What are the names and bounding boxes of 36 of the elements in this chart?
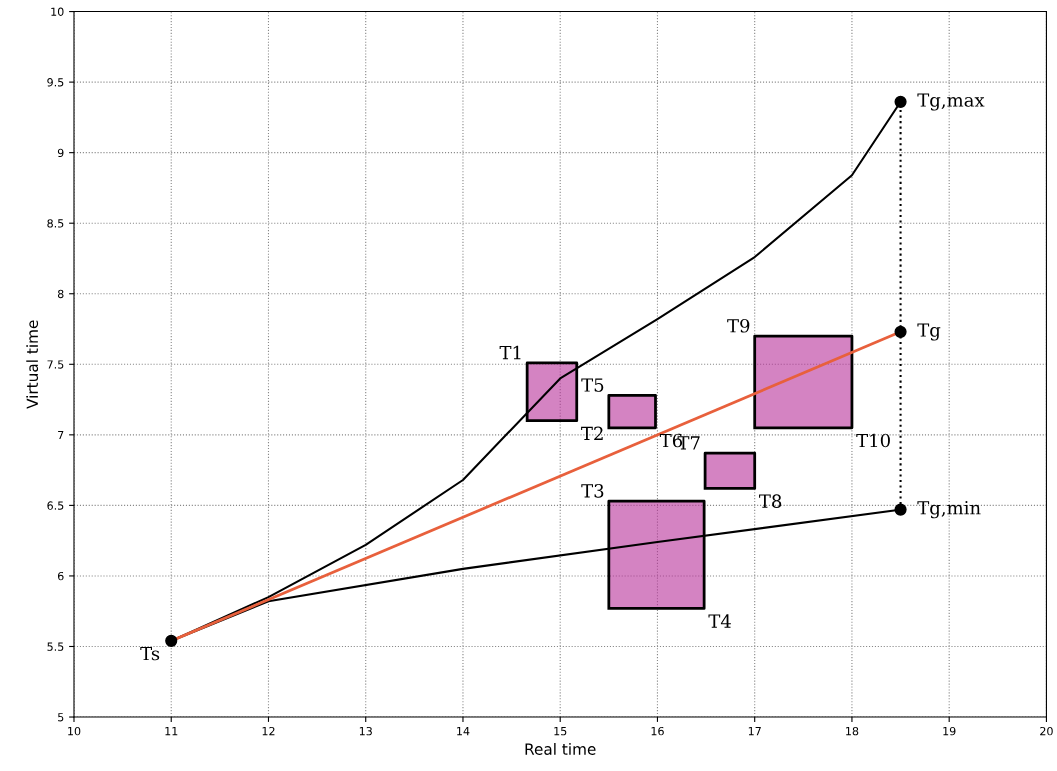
x-tick-label: 20	[1040, 726, 1053, 736]
x-tick-label: 13	[359, 726, 372, 736]
annotation: T9	[727, 318, 750, 333]
annotation: Ts	[140, 646, 160, 661]
y-tick-label: 9.5	[47, 78, 64, 87]
x-tick-label: 18	[846, 726, 859, 736]
x-tick-label: 15	[554, 727, 567, 736]
annotation: T8	[759, 494, 782, 508]
y-tick-label: 5.5	[47, 642, 64, 651]
annotation: Tg,max	[917, 93, 985, 111]
annotation: T10	[856, 433, 890, 448]
y-tick-label: 10	[51, 7, 64, 16]
annotation: T3	[581, 484, 604, 498]
x-tick-label: 17	[748, 727, 761, 736]
annotation: T4	[708, 614, 731, 628]
x-tick-label: 12	[262, 726, 275, 736]
y-axis-title: Virtual time	[26, 320, 39, 409]
x-tick-label: 11	[165, 727, 178, 736]
annotation: Tg,min	[917, 501, 981, 519]
x-tick-label: 10	[68, 726, 81, 736]
y-tick-label: 5	[58, 713, 64, 722]
y-tick-label: 9	[57, 148, 64, 158]
x-tick-label: 14	[457, 727, 470, 736]
y-tick-label: 6	[57, 571, 64, 581]
annotation: T2	[581, 426, 603, 441]
x-axis-title: Real time	[525, 743, 596, 755]
annotation: T5	[581, 378, 604, 392]
annotation: T1	[499, 345, 521, 360]
y-tick-label: 8.5	[47, 219, 64, 228]
y-tick-label: 7.5	[47, 360, 64, 369]
x-tick-label: 16	[651, 726, 664, 736]
y-tick-label: 7	[58, 430, 64, 440]
y-tick-label: 6.5	[47, 501, 64, 510]
annotation: Tg	[917, 323, 941, 341]
x-tick-label: 19	[943, 726, 956, 736]
y-tick-label: 8	[57, 289, 64, 299]
